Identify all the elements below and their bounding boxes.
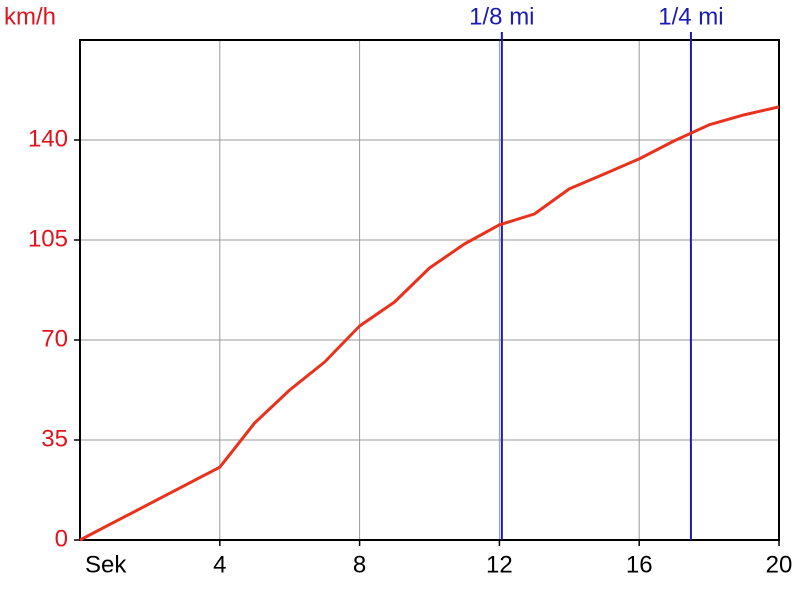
distance-marker-label: 1/4 mi <box>658 3 723 30</box>
y-tick-label: 70 <box>41 325 68 352</box>
x-tick-label: 8 <box>353 551 366 578</box>
x-axis-label: Sek <box>85 551 127 578</box>
x-tick-label: 12 <box>486 551 513 578</box>
y-tick-label: 140 <box>28 125 68 152</box>
speed-line <box>79 105 780 542</box>
x-tick-label: 20 <box>766 551 793 578</box>
y-axis-label: km/h <box>4 3 56 30</box>
y-tick-label: 0 <box>55 525 68 552</box>
plot-frame <box>79 39 780 541</box>
distance-marker-label: 1/8 mi <box>469 3 534 30</box>
x-tick-label: 4 <box>213 551 226 578</box>
y-tick-label: 105 <box>28 225 68 252</box>
x-tick-label: 16 <box>626 551 653 578</box>
y-tick-label: 35 <box>41 425 68 452</box>
